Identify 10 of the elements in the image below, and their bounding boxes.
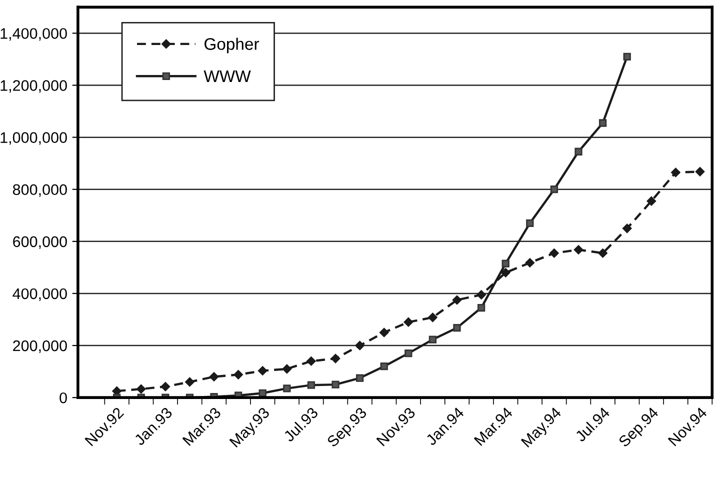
y-tick-label: 1,400,000 [0,28,67,41]
y-tick-label: 1,000,000 [0,132,67,145]
y-tick-label: 1,200,000 [0,80,67,93]
y-tick-label: 600,000 [13,236,67,249]
legend-label: WWW [204,70,251,82]
y-tick-label: 200,000 [13,340,67,354]
y-tick-label: 400,000 [12,288,67,301]
y-tick-label: 0 [60,392,67,404]
legend-label: Gopher [204,38,259,54]
y-tick-label: 800,000 [12,184,67,197]
